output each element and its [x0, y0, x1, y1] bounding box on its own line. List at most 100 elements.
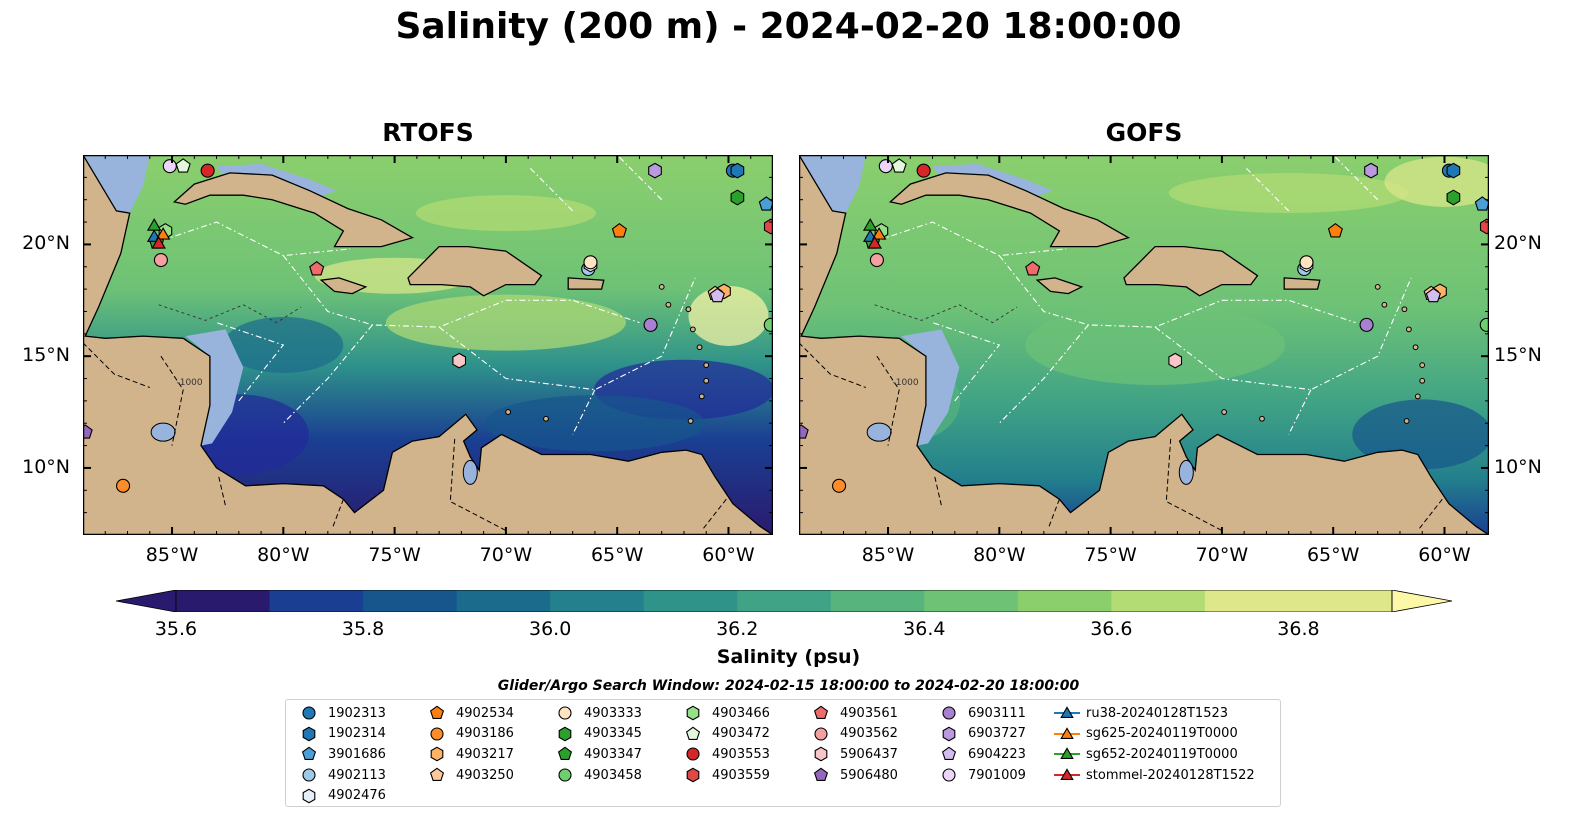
- central-america-land: [799, 155, 1489, 535]
- legend-item: sg652-20240119T0000: [1054, 744, 1238, 764]
- legend-item: ru38-20240128T1523: [1054, 703, 1228, 723]
- legend-marker-icon: [686, 747, 700, 761]
- search-window-text: Glider/Argo Search Window: 2024-02-15 18…: [497, 678, 1080, 694]
- legend-item: 4903217: [424, 744, 514, 764]
- jamaica-land: [1035, 277, 1084, 295]
- country-border: [934, 476, 942, 507]
- eez-boundary: [572, 389, 596, 435]
- lon-tick-label: 60°W: [702, 544, 755, 566]
- legend-label: 1902314: [328, 726, 386, 742]
- legend-label: stommel-20240128T1522: [1086, 767, 1255, 783]
- map-frame: [799, 155, 1489, 535]
- eez-boundary: [1221, 299, 1356, 324]
- legend-label: 4903458: [584, 767, 642, 783]
- colorbar-segment: [269, 590, 364, 612]
- marker-6904223: [1425, 287, 1441, 303]
- country-border: [1047, 499, 1060, 529]
- legend-marker-icon: [686, 767, 700, 783]
- small-island: [1403, 418, 1410, 424]
- legend-item: 4903553: [680, 744, 770, 764]
- small-island: [687, 418, 694, 424]
- colorbar-tick-label: 36.0: [528, 618, 572, 640]
- legend-label: 6903111: [968, 705, 1026, 721]
- eez-boundary: [505, 299, 640, 324]
- salinity-anomaly: [688, 285, 769, 346]
- gofs-panel-title: GOFS: [1105, 118, 1183, 147]
- eez-boundary: [1288, 389, 1312, 435]
- legend-label: 6904223: [968, 746, 1026, 762]
- lat-tick-label: 10°N: [22, 455, 70, 478]
- marker-4903562: [153, 253, 168, 268]
- marker-sg652-20240119T0000: [146, 218, 162, 231]
- small-island: [1405, 326, 1412, 333]
- legend-item: 3901686: [296, 744, 386, 764]
- marker-5906437: [452, 352, 467, 369]
- contour-label: -1000: [176, 378, 202, 388]
- marker-6903727: [1364, 162, 1378, 179]
- colorbar-tick-label: 36.4: [903, 618, 946, 640]
- colorbar-tick-label: 35.8: [341, 618, 385, 640]
- country-border: [160, 355, 184, 446]
- lon-tick-label: 85°W: [861, 544, 915, 566]
- central-america-land: [83, 155, 773, 535]
- legend-label: 7901009: [968, 767, 1026, 783]
- small-island: [698, 393, 705, 400]
- colorbar-segment: [456, 590, 551, 612]
- small-island: [543, 415, 549, 422]
- marker-4903345: [1446, 189, 1461, 206]
- legend-marker-icon: [429, 705, 445, 719]
- marker-sg652-20240119T0000: [862, 218, 878, 231]
- legend-marker-icon: [557, 747, 573, 761]
- yucatan-shelf: [83, 155, 150, 214]
- legend-marker-icon: [558, 768, 572, 782]
- legend-label: 4902113: [328, 767, 386, 783]
- lake-nicaragua: [866, 422, 892, 442]
- legend-marker-icon: [558, 706, 572, 720]
- marker-4903553: [916, 163, 931, 178]
- legend-marker-icon: [302, 706, 316, 720]
- contour-label: -1000: [892, 378, 918, 388]
- marker-6903111: [1359, 317, 1374, 332]
- colorbar-extend-min: [116, 590, 177, 612]
- legend-label: 1902313: [328, 705, 386, 721]
- lat-tick-label: 20°N: [22, 232, 70, 255]
- marker-5906480: [799, 424, 809, 439]
- country-border: [449, 438, 507, 531]
- eez-boundary: [527, 165, 574, 212]
- marker-4903561: [1025, 261, 1041, 276]
- colorbar-tick-label: 35.6: [154, 618, 198, 640]
- marker-5906480: [83, 424, 93, 439]
- mosquito-bank: [901, 329, 960, 446]
- legend-marker-icon: [942, 706, 956, 720]
- colorbar-segment: [1017, 590, 1112, 612]
- colorbar-segment: [1111, 590, 1206, 612]
- legend-item: 4903250: [424, 765, 514, 785]
- eez-boundary: [1243, 165, 1290, 212]
- lat-tick-label: 10°N: [1494, 455, 1542, 478]
- legend-marker-icon: [558, 726, 572, 742]
- marker-4902534: [611, 223, 627, 238]
- hispaniola-land: [407, 245, 543, 297]
- eez-boundary: [438, 277, 696, 391]
- legend-item: 4903472: [680, 724, 770, 744]
- marker-4903559: [1479, 218, 1489, 235]
- country-border: [83, 342, 150, 388]
- legend-marker-icon: [429, 767, 445, 782]
- map-frame: [83, 155, 773, 535]
- legend-item: 6903111: [936, 703, 1026, 723]
- salinity-anomaly: [1384, 156, 1489, 207]
- lon-tick-label: 80°W: [973, 544, 1026, 566]
- legend-label: 4903345: [584, 726, 642, 742]
- legend-item: 7901009: [936, 765, 1026, 785]
- lat-tick-label: 15°N: [1494, 344, 1542, 367]
- marker-1902314: [730, 162, 745, 179]
- legend-label: 4903472: [712, 726, 770, 742]
- salinity-colorbar: [116, 590, 1452, 612]
- legend-marker-icon: [813, 767, 829, 782]
- legend-marker-icon: [814, 727, 828, 741]
- marker-4903559: [763, 218, 773, 235]
- country-border: [876, 355, 900, 446]
- marker-4903333: [583, 255, 598, 270]
- small-island: [1374, 283, 1381, 290]
- marker-stommel-20240128T1522: [867, 235, 882, 249]
